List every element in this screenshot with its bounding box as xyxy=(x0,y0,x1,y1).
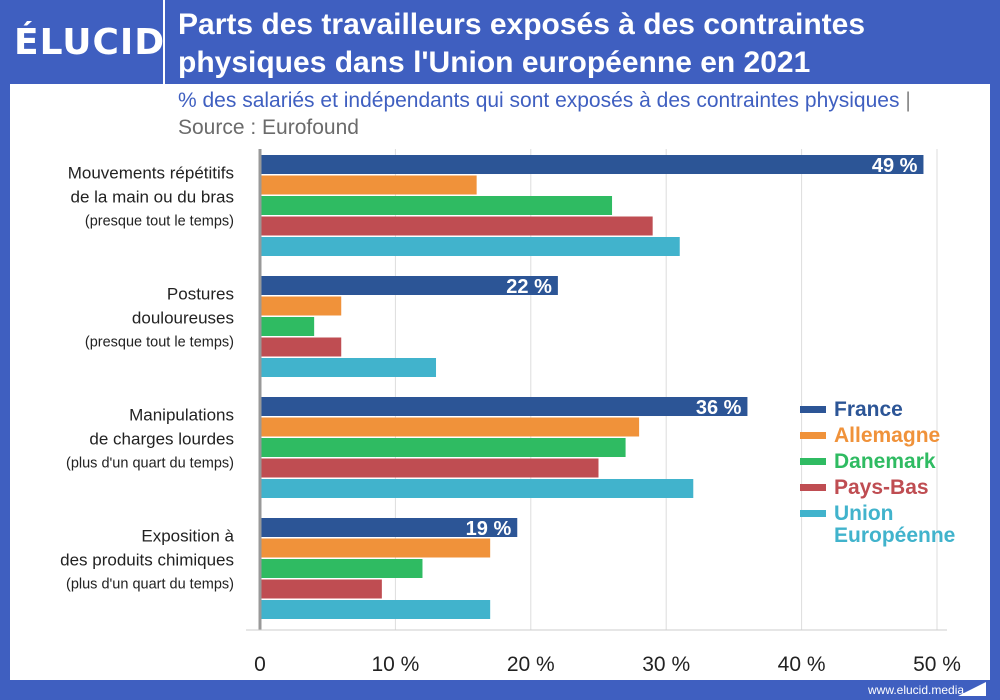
legend-swatch xyxy=(800,484,826,491)
bar-danemark xyxy=(260,438,626,457)
category-note: (plus d'un quart du temps) xyxy=(66,577,234,593)
subtitle-separator: | xyxy=(905,89,911,112)
bar-allemagne xyxy=(260,175,477,195)
bar-union-européenne xyxy=(260,358,437,377)
bar-chart: 49 % 22 % 36 % 19 % 0 10 % 20 % 30 % 40 % 50 % Mou… xyxy=(60,149,961,676)
category-label: douloureuses xyxy=(132,309,234,328)
x-tick-label: 10 % xyxy=(371,653,419,676)
data-label: 49 % xyxy=(872,155,918,177)
bar-danemark xyxy=(260,317,315,336)
bar-france xyxy=(260,397,748,416)
bar-allemagne xyxy=(260,538,491,558)
chart-title: Parts des travailleurs exposés à des con… xyxy=(178,8,865,79)
logo-divider xyxy=(163,0,165,84)
footer-url: www.elucid.media xyxy=(868,683,965,697)
legend-label: Union xyxy=(834,502,893,525)
header: ÉLUCID Parts des travailleurs exposés à … xyxy=(0,0,1000,84)
category-note: (plus d'un quart du temps) xyxy=(66,456,234,472)
category-label: de charges lourdes xyxy=(89,430,234,449)
bar-danemark xyxy=(260,559,423,578)
x-tick-label: 20 % xyxy=(507,653,555,676)
x-tick-label: 30 % xyxy=(642,653,690,676)
source-text: Source : Eurofound xyxy=(178,116,359,139)
legend-swatch xyxy=(800,458,826,465)
elucid-logo: ÉLUCID xyxy=(14,22,166,63)
bar-pays-bas xyxy=(260,337,342,357)
x-tick-label: 40 % xyxy=(778,653,826,676)
category-label: de la main ou du bras xyxy=(71,188,235,207)
bar-union-européenne xyxy=(260,237,680,256)
legend-label: Allemagne xyxy=(834,424,940,447)
legend-swatch xyxy=(800,432,826,439)
data-label: 19 % xyxy=(466,518,512,540)
bar-allemagne xyxy=(260,296,342,316)
legend-label: Européenne xyxy=(834,524,955,547)
legend-label: Danemark xyxy=(834,450,936,473)
data-label: 22 % xyxy=(506,276,552,298)
chart-panel: 49 % 22 % 36 % 19 % 0 10 % 20 % 30 % 40 % 50 % Mou… xyxy=(10,84,990,680)
bar-france xyxy=(260,518,518,537)
footer-logo-mark xyxy=(958,682,986,696)
x-tick-label: 50 % xyxy=(913,653,961,676)
bar-allemagne xyxy=(260,417,640,437)
bar-union-européenne xyxy=(260,600,491,619)
category-note: (presque tout le temps) xyxy=(85,335,234,351)
bar-pays-bas xyxy=(260,216,653,236)
category-note: (presque tout le temps) xyxy=(85,214,234,230)
category-label: Manipulations xyxy=(129,406,234,425)
category-label: Exposition à xyxy=(141,527,234,546)
bar-pays-bas xyxy=(260,579,382,599)
category-label: des produits chimiques xyxy=(60,551,234,570)
bar-france xyxy=(260,155,924,174)
bar-union-européenne xyxy=(260,479,694,498)
x-tick-label: 0 xyxy=(254,653,266,676)
data-label: 36 % xyxy=(696,397,742,419)
legend-swatch xyxy=(800,510,826,517)
bar-france xyxy=(260,276,558,295)
subtitle-text: % des salariés et indépendants qui sont … xyxy=(178,89,900,112)
category-label: Mouvements répétitifs xyxy=(68,164,234,183)
bar-pays-bas xyxy=(260,458,599,478)
legend-label: France xyxy=(834,398,903,421)
legend-swatch xyxy=(800,406,826,413)
bar-danemark xyxy=(260,196,613,215)
chart-subtitle: % des salariés et indépendants qui sont … xyxy=(178,87,978,141)
legend-label: Pays-Bas xyxy=(834,476,929,499)
category-label: Postures xyxy=(167,285,234,304)
